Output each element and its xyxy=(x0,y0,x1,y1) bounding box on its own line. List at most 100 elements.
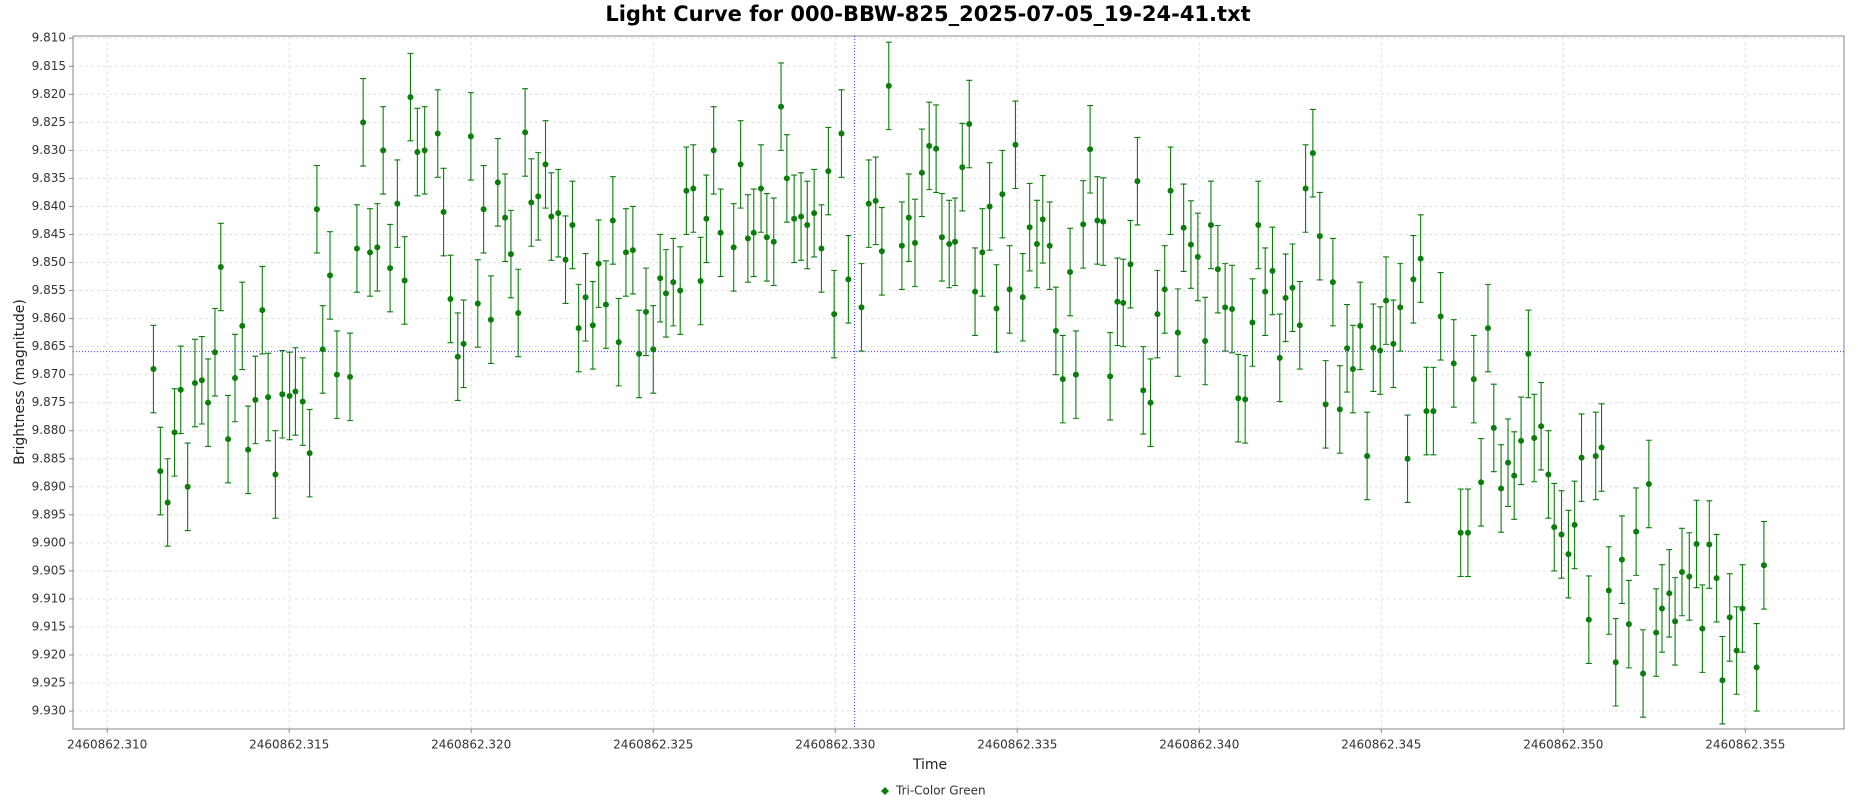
data-point xyxy=(602,301,609,308)
y-tick-label: 9.845 xyxy=(32,227,66,241)
data-point xyxy=(1012,141,1019,148)
y-tick-label: 9.855 xyxy=(32,283,66,297)
data-point xyxy=(447,295,454,302)
data-point xyxy=(1518,437,1525,444)
data-point xyxy=(1437,313,1444,320)
data-point xyxy=(171,429,178,436)
legend-marker xyxy=(881,787,889,795)
data-point xyxy=(825,168,832,175)
data-point xyxy=(763,234,770,241)
data-point xyxy=(1464,529,1471,536)
data-point xyxy=(1430,408,1437,415)
data-point xyxy=(198,377,205,384)
data-point xyxy=(642,308,649,315)
data-point xyxy=(959,164,966,171)
data-point xyxy=(730,244,737,251)
data-point xyxy=(1423,408,1430,415)
x-tick-label: 2460862.320 xyxy=(431,738,511,752)
data-point xyxy=(710,147,717,154)
data-point xyxy=(1255,221,1262,228)
data-point xyxy=(205,399,212,406)
data-point xyxy=(1180,224,1187,231)
data-point xyxy=(394,200,401,207)
data-point xyxy=(1726,614,1733,621)
data-point xyxy=(480,206,487,213)
chart-title: Light Curve for 000-BBW-825_2025-07-05_1… xyxy=(605,2,1250,26)
data-point xyxy=(1658,605,1665,612)
y-tick-label: 9.840 xyxy=(32,199,66,213)
data-point xyxy=(407,94,414,101)
plot-frame xyxy=(72,35,1845,730)
data-point xyxy=(1114,298,1121,305)
data-point xyxy=(1397,304,1404,311)
data-point xyxy=(966,121,973,128)
data-point xyxy=(670,279,677,286)
data-point xyxy=(831,311,838,318)
data-point xyxy=(1357,322,1364,329)
data-point xyxy=(1640,670,1647,677)
data-point xyxy=(542,161,549,168)
data-point xyxy=(1364,452,1371,459)
data-point xyxy=(1080,221,1087,228)
data-point xyxy=(421,147,428,154)
data-point xyxy=(191,380,198,387)
data-point xyxy=(1571,521,1578,528)
data-point xyxy=(1612,659,1619,666)
data-point xyxy=(1194,253,1201,260)
y-tick-label: 9.885 xyxy=(32,451,66,465)
data-point xyxy=(1525,350,1532,357)
data-point xyxy=(272,471,279,478)
data-point xyxy=(1269,267,1276,274)
data-point xyxy=(1753,664,1760,671)
data-point xyxy=(1558,531,1565,538)
data-point xyxy=(528,199,535,206)
data-point xyxy=(811,210,818,217)
data-point xyxy=(252,396,259,403)
data-point xyxy=(347,373,354,380)
data-point xyxy=(360,119,367,126)
y-tick-label: 9.835 xyxy=(32,171,66,185)
data-point xyxy=(778,103,785,110)
data-point xyxy=(1187,241,1194,248)
data-point xyxy=(1511,472,1518,479)
data-point xyxy=(1140,387,1147,394)
data-point xyxy=(1161,286,1168,293)
data-point xyxy=(286,392,293,399)
data-point xyxy=(1316,233,1323,240)
data-point xyxy=(1693,540,1700,547)
data-point xyxy=(1033,241,1040,248)
data-point xyxy=(872,197,879,204)
data-point xyxy=(838,130,845,137)
data-point xyxy=(758,185,765,192)
data-point xyxy=(460,340,467,347)
data-point xyxy=(1147,399,1154,406)
data-point xyxy=(636,350,643,357)
data-point xyxy=(1706,541,1713,548)
data-point xyxy=(1565,551,1572,558)
data-point xyxy=(878,248,885,255)
data-point xyxy=(1739,605,1746,612)
data-point xyxy=(1107,373,1114,380)
data-point xyxy=(440,209,447,216)
data-point xyxy=(1585,616,1592,623)
data-point xyxy=(184,483,191,490)
data-point xyxy=(467,133,474,140)
y-tick-label: 9.850 xyxy=(32,255,66,269)
data-point xyxy=(507,251,514,258)
y-tick-label: 9.820 xyxy=(32,87,66,101)
data-point xyxy=(1229,306,1236,313)
data-point xyxy=(1686,573,1693,580)
data-point xyxy=(1719,677,1726,684)
data-point xyxy=(1120,299,1127,306)
data-point xyxy=(717,229,724,236)
data-point xyxy=(434,130,441,137)
data-point xyxy=(798,213,805,220)
data-point xyxy=(319,346,326,353)
data-point xyxy=(1235,395,1242,402)
data-point xyxy=(1605,587,1612,594)
data-point xyxy=(555,210,562,217)
data-point xyxy=(885,82,892,89)
data-point xyxy=(1100,218,1107,225)
